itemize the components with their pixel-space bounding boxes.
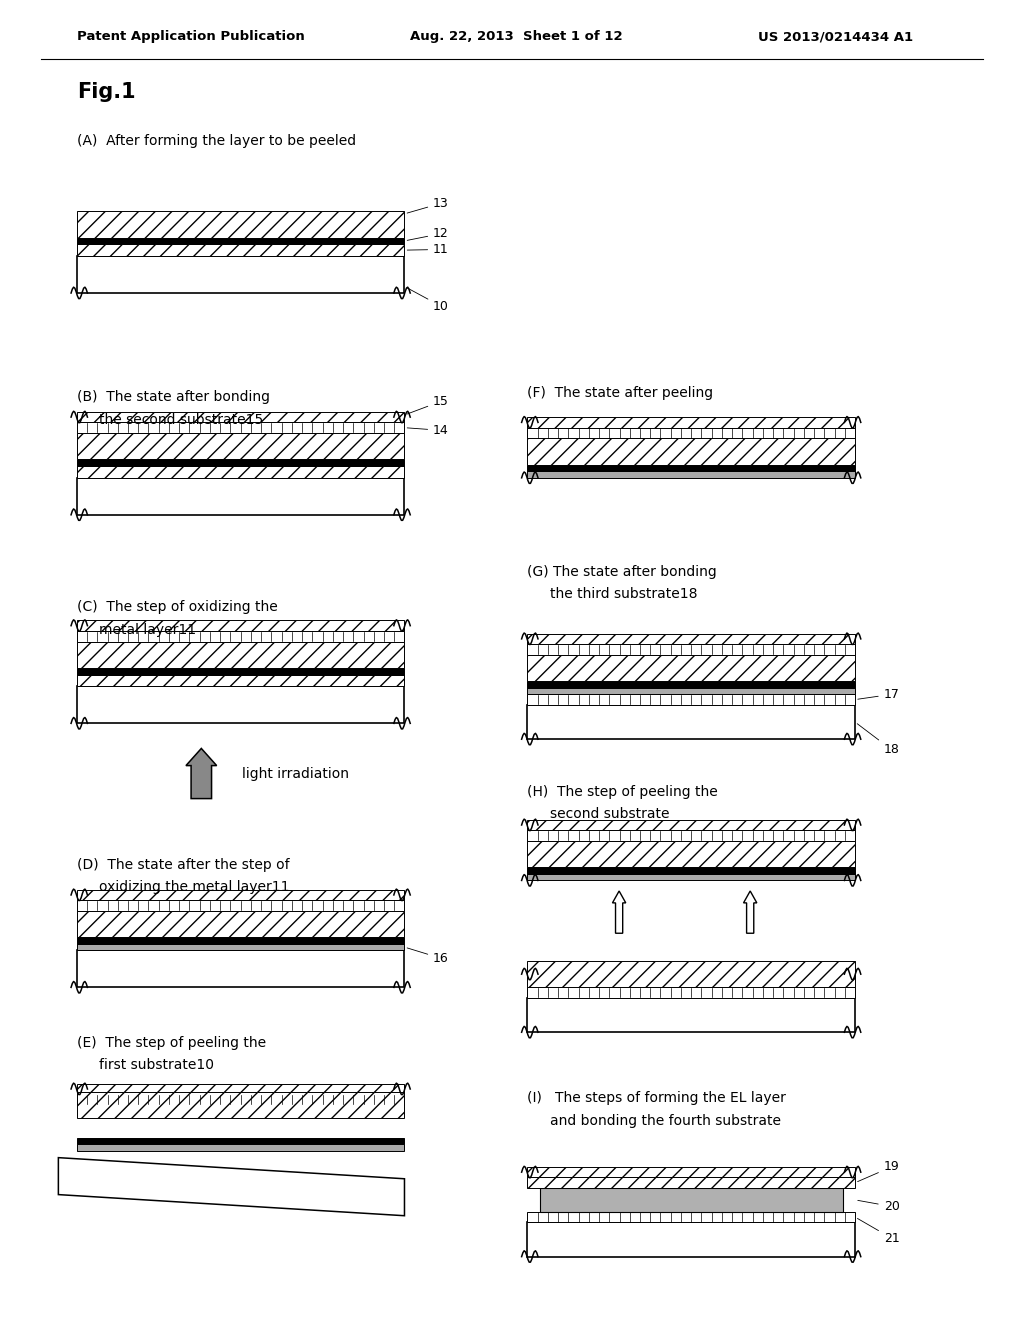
Polygon shape bbox=[58, 1158, 404, 1216]
FancyArrow shape bbox=[186, 748, 217, 799]
Bar bbox=[77, 911, 404, 937]
Bar bbox=[77, 900, 404, 911]
Text: (G) The state after bonding: (G) The state after bonding bbox=[527, 565, 717, 578]
Bar bbox=[540, 1188, 843, 1212]
Bar bbox=[527, 987, 855, 998]
Text: Patent Application Publication: Patent Application Publication bbox=[77, 30, 304, 44]
Text: metal layer11: metal layer11 bbox=[99, 623, 197, 636]
Bar bbox=[527, 438, 855, 465]
Bar bbox=[77, 412, 404, 422]
Bar bbox=[527, 1177, 855, 1188]
Text: 18: 18 bbox=[857, 723, 900, 756]
Bar bbox=[77, 1144, 404, 1151]
Bar bbox=[77, 642, 404, 668]
Bar bbox=[527, 694, 855, 705]
Text: 14: 14 bbox=[408, 424, 449, 437]
Bar bbox=[77, 1094, 404, 1105]
Bar bbox=[527, 655, 855, 681]
Text: (H)  The step of peeling the: (H) The step of peeling the bbox=[527, 785, 718, 799]
Bar bbox=[527, 644, 855, 655]
Bar bbox=[527, 681, 855, 688]
Bar bbox=[77, 944, 404, 950]
Text: 20: 20 bbox=[858, 1200, 900, 1213]
Text: 12: 12 bbox=[408, 227, 449, 240]
Bar bbox=[77, 668, 404, 675]
Text: 11: 11 bbox=[408, 243, 449, 256]
Text: and bonding the fourth substrate: and bonding the fourth substrate bbox=[550, 1114, 781, 1127]
Text: 13: 13 bbox=[408, 197, 449, 213]
FancyArrow shape bbox=[612, 891, 626, 933]
Bar bbox=[77, 238, 404, 244]
Text: (D)  The state after the step of: (D) The state after the step of bbox=[77, 858, 290, 871]
Bar bbox=[77, 1138, 404, 1144]
Bar bbox=[527, 830, 855, 841]
Bar bbox=[527, 1167, 855, 1177]
Bar bbox=[527, 874, 855, 880]
FancyArrow shape bbox=[743, 891, 757, 933]
Bar bbox=[77, 478, 404, 515]
Text: 10: 10 bbox=[407, 288, 450, 313]
Text: 16: 16 bbox=[408, 948, 449, 965]
Text: light irradiation: light irradiation bbox=[243, 767, 349, 780]
Text: (C)  The step of oxidizing the: (C) The step of oxidizing the bbox=[77, 601, 278, 614]
Text: US 2013/0214434 A1: US 2013/0214434 A1 bbox=[758, 30, 912, 44]
Text: 17: 17 bbox=[858, 688, 900, 701]
Bar bbox=[527, 428, 855, 438]
Bar bbox=[77, 1092, 404, 1118]
Bar bbox=[527, 841, 855, 867]
Bar bbox=[77, 1084, 404, 1094]
Text: the second substrate15: the second substrate15 bbox=[99, 413, 263, 426]
Bar bbox=[527, 465, 855, 471]
Bar bbox=[527, 634, 855, 644]
Bar bbox=[527, 417, 855, 428]
Bar bbox=[77, 620, 404, 631]
Bar bbox=[527, 867, 855, 874]
Bar bbox=[77, 422, 404, 433]
Bar bbox=[77, 937, 404, 944]
Bar bbox=[77, 459, 404, 466]
Text: the third substrate18: the third substrate18 bbox=[550, 587, 697, 601]
Bar bbox=[527, 471, 855, 478]
Bar bbox=[77, 244, 404, 256]
Bar bbox=[77, 211, 404, 238]
Bar bbox=[77, 890, 404, 900]
Text: oxidizing the metal layer11: oxidizing the metal layer11 bbox=[99, 880, 290, 894]
Bar bbox=[77, 950, 404, 987]
Text: 21: 21 bbox=[857, 1218, 899, 1245]
Text: (A)  After forming the layer to be peeled: (A) After forming the layer to be peeled bbox=[77, 135, 356, 148]
Bar bbox=[527, 705, 855, 739]
Text: Aug. 22, 2013  Sheet 1 of 12: Aug. 22, 2013 Sheet 1 of 12 bbox=[410, 30, 623, 44]
Text: 19: 19 bbox=[857, 1160, 899, 1181]
Text: second substrate: second substrate bbox=[550, 808, 670, 821]
Text: (I)   The steps of forming the EL layer: (I) The steps of forming the EL layer bbox=[527, 1092, 786, 1105]
Bar bbox=[77, 256, 404, 293]
Bar bbox=[527, 1222, 855, 1257]
Bar bbox=[77, 675, 404, 686]
Text: 15: 15 bbox=[408, 395, 450, 414]
Text: (E)  The step of peeling the: (E) The step of peeling the bbox=[77, 1036, 266, 1049]
Text: Fig.1: Fig.1 bbox=[77, 82, 135, 103]
Text: first substrate10: first substrate10 bbox=[99, 1059, 214, 1072]
Bar bbox=[77, 466, 404, 478]
Bar bbox=[77, 433, 404, 459]
Bar bbox=[527, 1212, 855, 1222]
Bar bbox=[77, 631, 404, 642]
Bar bbox=[527, 688, 855, 694]
Text: (F)  The state after peeling: (F) The state after peeling bbox=[527, 387, 714, 400]
Bar bbox=[527, 998, 855, 1032]
Bar bbox=[77, 686, 404, 723]
Text: (B)  The state after bonding: (B) The state after bonding bbox=[77, 391, 269, 404]
Bar bbox=[527, 961, 855, 987]
Bar bbox=[527, 820, 855, 830]
